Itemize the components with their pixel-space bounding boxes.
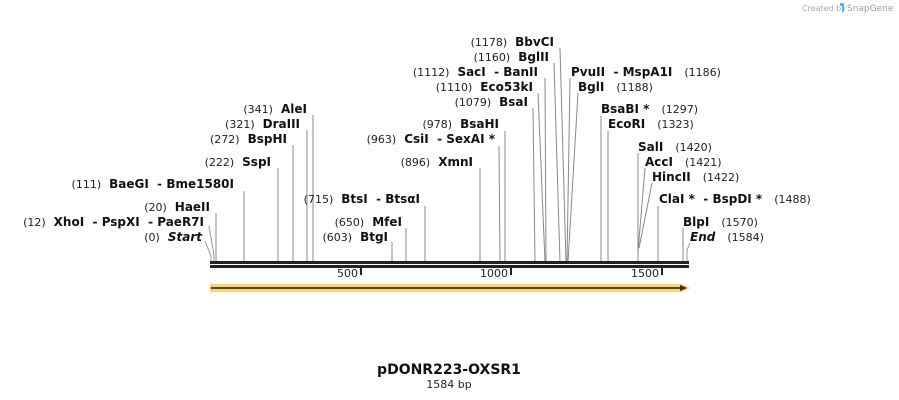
site-btgi: (603) BtgI [322,230,388,244]
site-start: (0) Start [144,230,203,244]
site-alei: (341) AleI [243,102,307,116]
plasmid-length: 1584 bp [426,378,471,391]
credit-prefix: Created by [802,4,846,13]
site-bgli: BglI (1188) [578,80,653,94]
snapgene-credit: Created by SnapGene [802,3,894,14]
site-bsabi: BsaBI * (1297) [601,102,698,116]
plasmid-title: pDONR223-OXSR1 [377,362,521,378]
site-sali: SalI (1420) [638,140,712,154]
site-bbvci: (1178) BbvCI [471,35,554,49]
site-eco53ki: (1110) Eco53kI [436,80,533,94]
site-bsai: (1079) BsaI [455,95,528,109]
site-haeii: (20) HaeII [144,200,210,214]
site-csii: (963) CsiI - SexAI * [367,132,496,146]
site-end: End (1584) [690,230,764,244]
tick-500: 500 [337,267,358,280]
site-mfei: (650) MfeI [335,215,402,229]
site-ecori: EcoRI (1323) [608,117,694,131]
site-hincii: HincII (1422) [652,170,739,184]
site-bsphi: (272) BspHI [210,132,287,146]
site-pvuii: PvuII - MspA1I (1186) [571,65,721,79]
ruler: 500 1000 1500 [337,267,663,280]
snapgene-logo-icon [840,3,844,12]
site-labels-right: PvuII - MspA1I (1186) BglI (1188) BsaBI *(… [571,65,811,244]
site-baegi: (111) BaeGI - Bme1580I [72,177,234,191]
site-acci: AccI (1421) [645,155,722,169]
credit-brand: SnapGene [847,4,894,14]
site-saci: (1112) SacI - BanII [413,65,538,79]
site-labels-left: (0) Start (12) XhoI - PspXI - PaeR7I (20) H… [23,35,554,244]
site-btsi: (715) BtsI - BtsαI [304,192,420,206]
tick-1000: 1000 [480,267,508,280]
site-bsahi: (978) BsaHI [423,117,500,131]
site-xhoi: (12) XhoI - PspXI - PaeR7I [23,215,204,229]
arrow-head-icon [680,285,687,291]
feature-arrow[interactable] [210,284,690,292]
site-draiii: (321) DraIII [225,117,300,131]
site-bglii: (1160) BglII [474,50,549,64]
site-xmni: (896) XmnI [401,155,473,169]
cut-site-lines [204,47,691,263]
backbone [210,261,689,268]
site-blpi: BlpI (1570) [683,215,758,229]
tick-1500: 1500 [631,267,659,280]
site-clai: ClaI * - BspDI * (1488) [659,192,811,206]
site-sspi: (222) SspI [205,155,271,169]
